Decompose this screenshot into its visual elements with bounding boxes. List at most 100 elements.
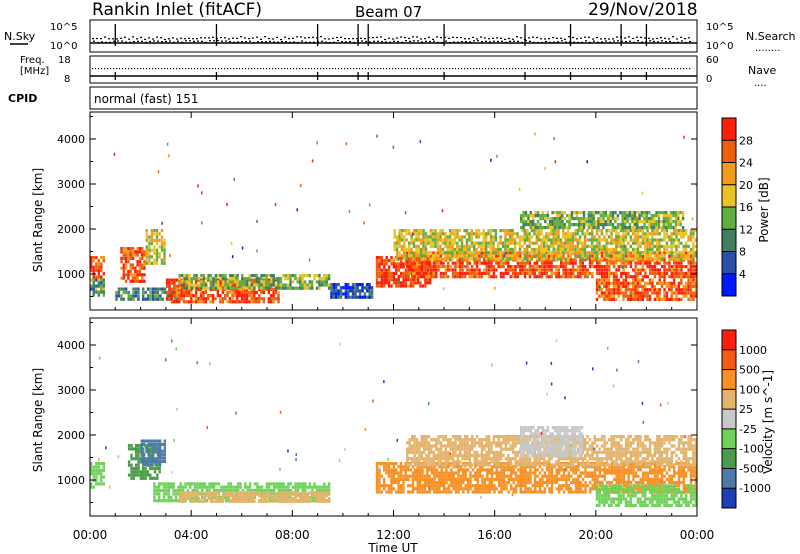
- sky-trace-dot: [460, 36, 462, 39]
- heatmap-cell: [258, 489, 261, 493]
- heatmap-cell: [677, 291, 681, 295]
- sky-trace-dot: [96, 37, 98, 40]
- heatmap-cell: [95, 482, 98, 486]
- heatmap-cell: [648, 271, 652, 275]
- heatmap-cell: [658, 297, 661, 301]
- heatmap-cell: [564, 244, 567, 248]
- heatmap-cell: [395, 262, 398, 266]
- sky-trace-dot: [468, 38, 470, 40]
- nave-dot: [260, 68, 262, 70]
- heatmap-cell: [209, 300, 212, 304]
- freq-right-top: 60: [706, 55, 719, 66]
- heatmap-cell: [131, 247, 135, 251]
- heatmap-cell: [95, 262, 98, 266]
- heatmap-cell: [444, 238, 447, 242]
- heatmap-cell: [639, 235, 642, 239]
- heatmap-cell: [208, 485, 211, 489]
- heatmap-cell: [660, 220, 663, 224]
- heatmap-cell: [175, 278, 178, 282]
- heatmap-cell: [451, 244, 454, 248]
- heatmap-cell: [403, 257, 406, 261]
- heatmap-cell: [142, 290, 145, 295]
- heatmap-cell: [327, 482, 331, 486]
- heatmap-cell: [138, 273, 142, 277]
- heatmap-cell: [90, 465, 93, 469]
- heatmap-cell: [260, 499, 263, 503]
- heatmap-cell: [95, 268, 98, 273]
- heatmap-cell: [320, 283, 323, 287]
- heatmap-cell: [574, 232, 577, 236]
- sky-trace-dot: [668, 38, 670, 40]
- heatmap-cell: [434, 238, 437, 242]
- heatmap-cell: [547, 251, 551, 255]
- heatmap-cell: [572, 275, 575, 279]
- heatmap-point: [348, 210, 351, 214]
- heatmap-cell: [473, 251, 476, 255]
- search-trace-dot: [365, 40, 367, 43]
- heatmap-cell: [468, 261, 471, 265]
- heatmap-cell: [246, 280, 249, 284]
- heatmap-cell: [102, 290, 105, 294]
- heatmap-cell: [651, 235, 654, 239]
- heatmap-cell: [262, 300, 266, 304]
- heatmap-cell: [429, 278, 432, 282]
- heatmap-cell: [513, 257, 517, 261]
- heatmap-cell: [585, 217, 588, 221]
- heatmap-cell: [533, 265, 536, 269]
- heatmap-cell: [663, 288, 666, 292]
- heatmap-cell: [213, 482, 216, 486]
- heatmap-cell: [516, 232, 519, 236]
- heatmap-cell: [627, 294, 630, 298]
- heatmap-cell: [140, 439, 143, 443]
- heatmap-cell: [209, 491, 213, 495]
- heatmap-cell: [595, 291, 599, 295]
- heatmap-cell: [603, 247, 606, 252]
- heatmap-cell: [485, 265, 488, 269]
- heatmap-cell: [653, 265, 657, 269]
- heatmap-cell: [497, 251, 500, 255]
- heatmap-cell: [429, 232, 432, 236]
- heatmap-cell: [152, 442, 155, 447]
- heatmap-cell: [378, 480, 381, 485]
- heatmap-cell: [378, 262, 381, 266]
- heatmap-cell: [153, 248, 156, 252]
- heatmap-cell: [188, 496, 191, 501]
- heatmap-cell: [627, 275, 630, 279]
- heatmap-cell: [229, 277, 232, 281]
- heatmap-cell: [595, 288, 599, 292]
- heatmap-cell: [236, 277, 239, 281]
- heatmap-point: [560, 215, 562, 219]
- heatmap-cell: [675, 268, 678, 272]
- heatmap-cell: [129, 266, 132, 270]
- heatmap-cell: [627, 284, 630, 289]
- heatmap-cell: [277, 297, 280, 301]
- heatmap-cell: [480, 254, 483, 258]
- heatmap-cell: [318, 489, 321, 493]
- heatmap-cell: [603, 278, 606, 282]
- heatmap-cell: [638, 220, 641, 224]
- heatmap-cell: [282, 274, 285, 278]
- heatmap-cell: [658, 275, 661, 279]
- nave-dot: [527, 68, 529, 70]
- heatmap-cell: [127, 460, 131, 464]
- heatmap-cell: [429, 244, 432, 248]
- heatmap-cell: [406, 271, 409, 275]
- heatmap-cell: [612, 261, 616, 265]
- heatmap-cell: [513, 241, 517, 245]
- heatmap-cell: [535, 232, 538, 236]
- heatmap-cell: [397, 274, 400, 279]
- heatmap-cell: [395, 251, 399, 255]
- heatmap-cell: [687, 254, 690, 258]
- heatmap-cell: [424, 244, 428, 248]
- heatmap-cell: [586, 232, 589, 236]
- heatmap-cell: [413, 261, 416, 265]
- nave-dot: [200, 68, 202, 70]
- heatmap-cell: [130, 453, 133, 457]
- heatmap-cell: [564, 257, 567, 261]
- heatmap-cell: [670, 294, 673, 298]
- heatmap-cell: [622, 284, 625, 289]
- heatmap-cell: [434, 257, 437, 261]
- heatmap-cell: [286, 283, 290, 287]
- heatmap-cell: [132, 476, 135, 480]
- search-trace-dot: [337, 40, 339, 42]
